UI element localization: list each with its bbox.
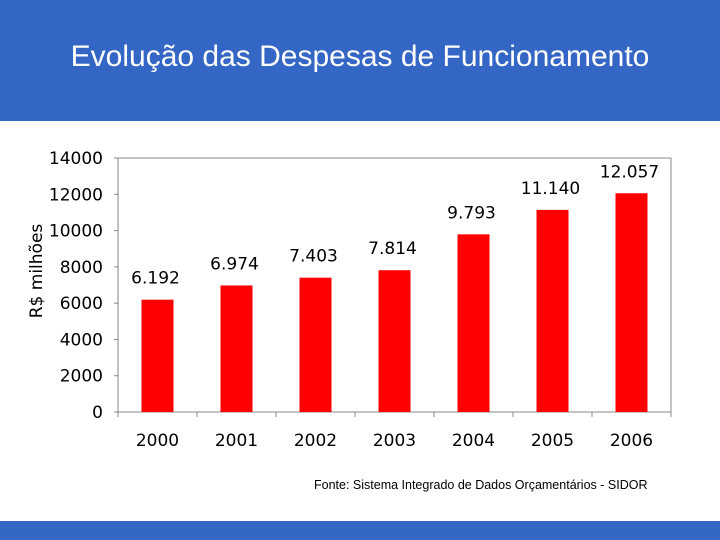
data-label-2004: 9.793 (447, 203, 496, 223)
data-label-2003: 7.814 (368, 239, 417, 259)
bar-2006 (615, 193, 648, 412)
y-tick-label: 8000 (60, 258, 103, 278)
bar-2002 (299, 277, 332, 412)
y-axis-label: R$ milhões (27, 224, 47, 319)
data-label-2002: 7.403 (289, 247, 338, 267)
data-label-2001: 6.974 (210, 254, 259, 274)
data-label-2000: 6.192 (131, 269, 180, 289)
data-label-2006: 12.057 (600, 162, 659, 182)
title-banner (0, 0, 720, 121)
x-tick-label: 2005 (531, 431, 574, 451)
data-label-2005: 11.140 (521, 179, 580, 199)
y-tick-label: 10000 (49, 222, 103, 242)
y-tick-label: 14000 (49, 149, 103, 169)
slide-title: Evolução das Despesas de Funcionamento (70, 40, 650, 73)
x-tick-label: 2002 (294, 431, 337, 451)
x-tick-label: 2004 (452, 431, 495, 451)
y-tick-label: 2000 (60, 367, 103, 387)
y-tick-label: 0 (92, 403, 103, 423)
bar-2003 (378, 270, 411, 412)
bar-2005 (536, 209, 569, 412)
bar-chart: 0 2000 4000 6000 8000 10000 12000 14000 6.192 6.… (27, 149, 672, 451)
source-note: Fonte: Sistema Integrado de Dados Orçame… (314, 478, 648, 492)
x-tick-label: 2001 (215, 431, 258, 451)
x-tick-label: 2003 (373, 431, 416, 451)
footer-band (0, 521, 720, 540)
y-tick-label: 4000 (60, 330, 103, 350)
bar-2004 (457, 234, 490, 412)
y-tick-label: 6000 (60, 294, 103, 314)
bar-2000 (141, 299, 174, 412)
bar-2001 (220, 285, 253, 412)
x-tick-label: 2000 (136, 431, 179, 451)
x-tick-label: 2006 (610, 431, 653, 451)
y-tick-label: 12000 (49, 185, 103, 205)
